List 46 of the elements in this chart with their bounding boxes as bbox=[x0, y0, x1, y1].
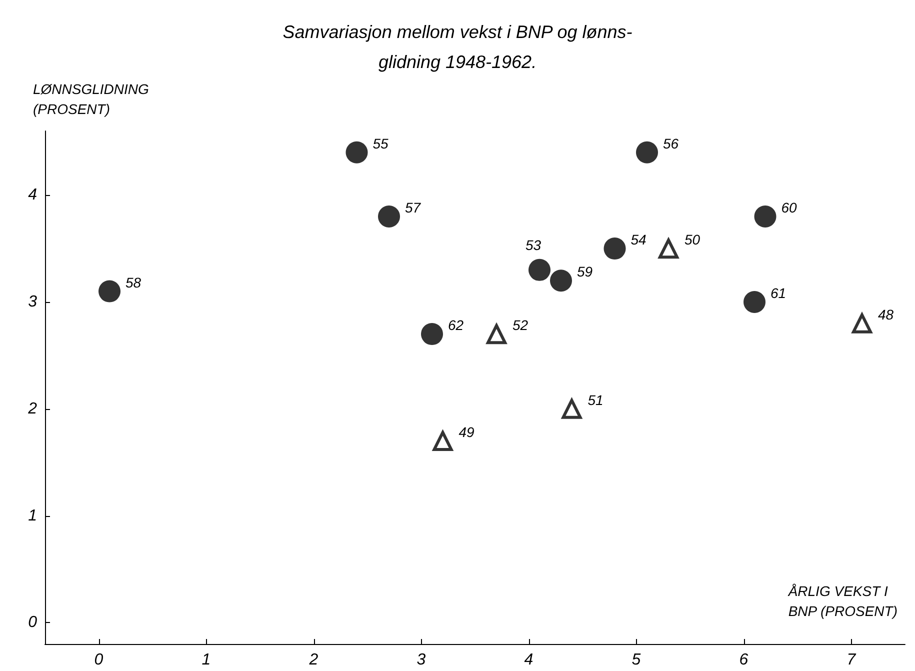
y-tick-label: 2 bbox=[27, 400, 38, 418]
annotation: 60 bbox=[781, 200, 798, 216]
point bbox=[744, 291, 766, 313]
annotation: 58 bbox=[126, 274, 142, 290]
x-tick-label: 3 bbox=[416, 652, 426, 668]
y-tick-label: 1 bbox=[28, 507, 37, 524]
annotation: 49 bbox=[458, 424, 475, 440]
annotation: 54 bbox=[630, 232, 647, 248]
x-tick-label: 1 bbox=[202, 652, 211, 668]
point bbox=[550, 270, 572, 292]
y-tick-label: 3 bbox=[28, 294, 38, 310]
point bbox=[528, 258, 550, 281]
annotation: 57 bbox=[405, 200, 422, 216]
point bbox=[432, 430, 453, 451]
point bbox=[604, 238, 626, 260]
annotation: 59 bbox=[577, 264, 593, 280]
point bbox=[421, 323, 443, 346]
annotation: 62 bbox=[448, 317, 464, 334]
point bbox=[658, 238, 678, 259]
annotation: 50 bbox=[684, 232, 700, 248]
point bbox=[562, 398, 582, 419]
point bbox=[378, 206, 400, 228]
x-tick-label: 5 bbox=[632, 652, 641, 668]
point bbox=[636, 141, 658, 164]
point bbox=[486, 324, 506, 344]
annotation: 48 bbox=[878, 306, 894, 322]
annotation: 53 bbox=[526, 236, 542, 253]
y-axis-title: LØNNSGLIDNING (PROSENT) bbox=[33, 81, 150, 117]
x-tick-label: 4 bbox=[524, 652, 534, 668]
annotation: 51 bbox=[588, 392, 604, 408]
x-tick-label: 7 bbox=[846, 652, 857, 668]
point bbox=[754, 206, 776, 228]
x-tick-label: 0 bbox=[94, 652, 104, 668]
chart-title: Samvariasjon mellom vekst i BNP og lønns- glidning 1948-1962. bbox=[282, 22, 632, 72]
y-tick-label: 4 bbox=[28, 186, 38, 204]
point bbox=[98, 280, 120, 302]
annotation: 56 bbox=[663, 135, 679, 152]
point bbox=[852, 313, 872, 334]
x-tick-label: 2 bbox=[308, 652, 318, 668]
annotation: 52 bbox=[512, 317, 528, 334]
point bbox=[346, 141, 368, 164]
x-tick-label: 6 bbox=[739, 652, 748, 668]
annotation: 55 bbox=[372, 135, 389, 152]
annotation: 61 bbox=[770, 285, 786, 301]
x-axis-title: ÅRLIG VEKST I BNP (PROSENT) bbox=[787, 583, 898, 619]
y-tick-label: 0 bbox=[28, 614, 38, 632]
